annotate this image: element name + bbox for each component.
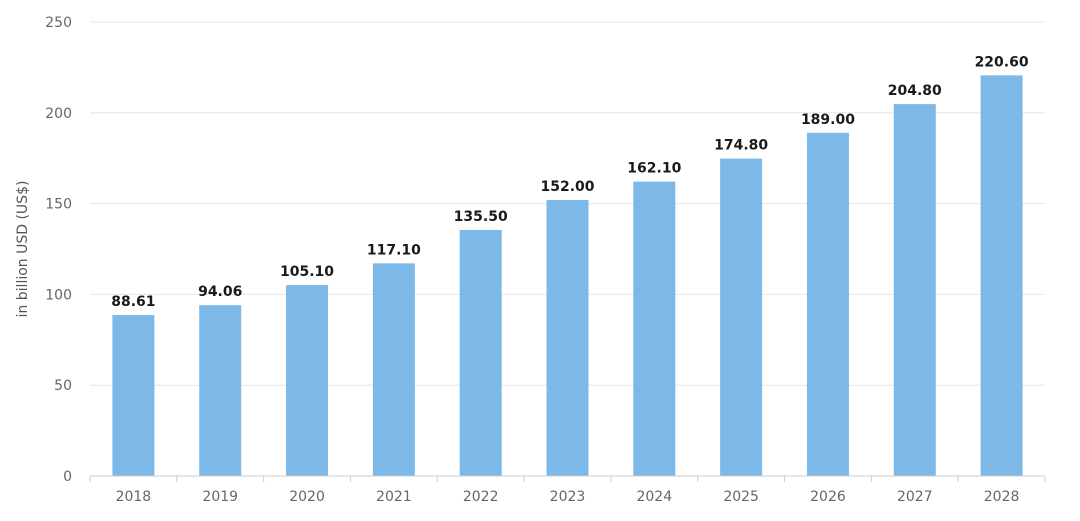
data-label-2020: 105.10 <box>280 264 334 280</box>
x-tick-label-2018: 2018 <box>116 489 152 505</box>
bar-2027[interactable] <box>893 104 936 477</box>
x-tick-label-2027: 2027 <box>897 489 933 505</box>
bar-2023[interactable] <box>546 199 589 476</box>
y-tick-label: 250 <box>45 15 72 31</box>
x-tick-label-2025: 2025 <box>723 489 759 505</box>
bar-2025[interactable] <box>720 158 763 476</box>
x-tick-label-2020: 2020 <box>289 489 325 505</box>
data-label-2022: 135.50 <box>454 209 508 225</box>
x-tick-label-2019: 2019 <box>202 489 238 505</box>
bar-2024[interactable] <box>633 181 676 476</box>
data-label-2021: 117.10 <box>367 242 421 258</box>
data-label-2024: 162.10 <box>627 161 681 177</box>
x-tick-label-2024: 2024 <box>636 489 672 505</box>
bar-2018[interactable] <box>112 315 155 476</box>
bar-2020[interactable] <box>286 285 329 476</box>
y-tick-label: 0 <box>63 469 72 485</box>
data-label-2026: 189.00 <box>801 112 855 128</box>
y-tick-label: 50 <box>54 378 72 394</box>
x-tick-label-2026: 2026 <box>810 489 846 505</box>
x-axis-ticks: 2018 2019 2020 2021 2022 2023 2024 2025 2026 2027… <box>89 476 1046 505</box>
bars <box>112 75 1023 477</box>
x-tick-label-2022: 2022 <box>463 489 499 505</box>
bar-2019[interactable] <box>199 305 242 476</box>
y-tick-label: 150 <box>45 197 72 213</box>
data-labels: 88.61 94.06 105.10 117.10 135.50 152.00 162.10… <box>111 54 1029 310</box>
y-axis-title: in billion USD (US$) <box>15 181 31 318</box>
y-axis-ticks: 0 50 100 150 200 250 <box>45 15 72 485</box>
bar-2022[interactable] <box>459 229 502 476</box>
x-tick-label-2023: 2023 <box>550 489 586 505</box>
data-label-2025: 174.80 <box>714 138 768 154</box>
y-tick-label: 100 <box>45 287 72 303</box>
data-label-2018: 88.61 <box>111 294 155 310</box>
data-label-2027: 204.80 <box>888 83 942 99</box>
bar-2026[interactable] <box>806 132 849 476</box>
data-label-2023: 152.00 <box>540 179 594 195</box>
data-label-2019: 94.06 <box>198 284 242 300</box>
bar-2021[interactable] <box>372 263 415 476</box>
data-label-2028: 220.60 <box>975 54 1029 70</box>
x-tick-label-2028: 2028 <box>984 489 1020 505</box>
x-tick-label-2021: 2021 <box>376 489 412 505</box>
y-tick-label: 200 <box>45 106 72 122</box>
bar-2028[interactable] <box>980 75 1023 476</box>
